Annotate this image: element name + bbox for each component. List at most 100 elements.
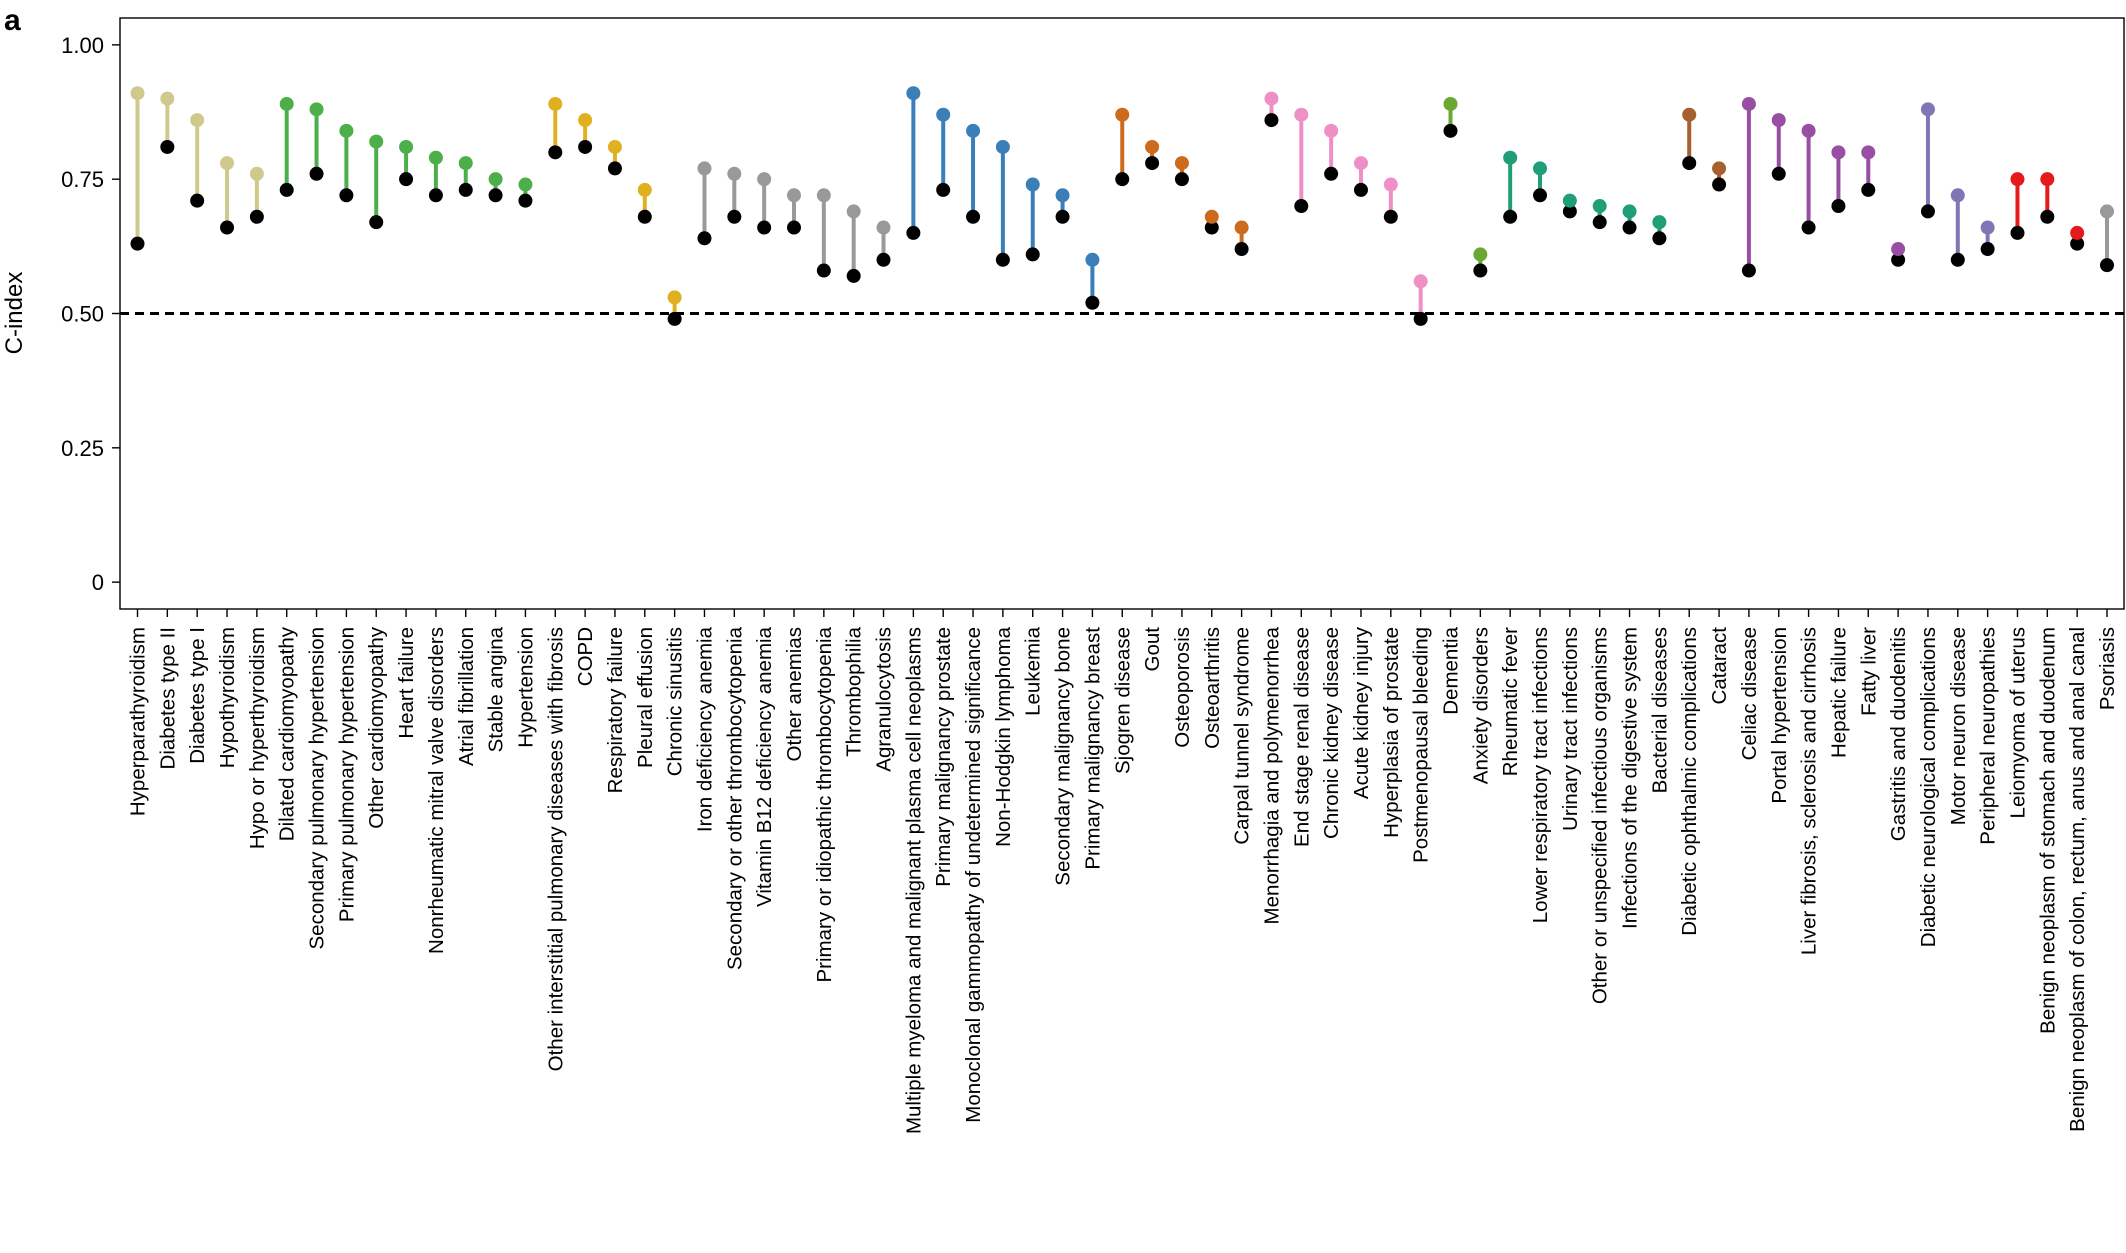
model-point [1234,220,1249,235]
model-point [399,139,414,154]
baseline-point [160,139,175,154]
x-tick-label: Fatty liver [1857,627,1880,716]
baseline-point [488,188,503,203]
x-tick-label: Leiomyoma of uterus [2006,627,2029,818]
model-point [2010,172,2025,187]
dumbbell-7 [309,102,324,181]
dumbbell-10 [399,139,414,187]
x-tick-label: Monoclonal gammopathy of undetermined si… [962,627,985,1123]
dumbbell-26 [876,220,891,267]
x-tick-label: Thrombophilia [843,626,866,756]
x-tick-label: Lower respiratory tract infections [1529,627,1552,923]
dumbbell-5 [249,166,264,224]
dumbbell-54 [1712,161,1727,192]
x-tick-label: Leukemia [1022,626,1045,715]
baseline-point [2040,209,2055,224]
y-tick-label: 1.00 [61,33,104,58]
model-point [816,188,831,203]
dumbbell-37 [1204,209,1219,235]
baseline-point [966,209,981,224]
x-tick-label: Diabetes type I [186,627,209,764]
dumbbell-63 [1980,220,1995,257]
x-tick-label: Dilated cardiomyopathy [276,626,299,841]
model-point [1920,102,1935,117]
model-point [1712,161,1727,176]
baseline-point [428,188,443,203]
y-tick-label: 0 [92,570,104,595]
x-tick-label: Primary malignancy prostate [932,627,955,887]
dumbbell-67 [2100,204,2114,273]
x-tick-label: End stage renal disease [1290,627,1313,847]
baseline-point [757,220,772,235]
x-tick-label: Hepatic failure [1827,627,1850,758]
dumbbell-48 [1533,161,1548,203]
model-point [488,172,503,187]
baseline-point [1115,172,1130,187]
x-tick-label: Chronic sinusitis [664,627,687,776]
x-tick-label: Psoriasis [2096,627,2119,710]
model-point [1592,199,1607,214]
x-tick-label: Other or unspecified infectious organism… [1589,627,1612,1004]
baseline-point [1682,156,1697,171]
x-tick-label: Osteoporosis [1171,627,1194,748]
x-tick-label: Primary pulmonary hypertension [335,627,358,922]
dumbbell-64 [2010,172,2025,240]
model-point [1294,107,1309,122]
dumbbell-50 [1592,199,1607,230]
baseline-point [1831,199,1846,214]
dumbbell-6 [279,96,294,197]
dumbbell-23 [787,188,801,235]
dumbbell-41 [1324,123,1339,181]
x-tick-label: Agranulocytosis [873,627,896,772]
model-point [697,161,712,176]
dumbbell-55 [1741,96,1756,278]
baseline-point [1503,209,1518,224]
dumbbell-3 [190,113,205,208]
y-tick-label: 0.75 [61,167,104,192]
baseline-point [1085,295,1100,310]
x-tick-label: Osteoarthritis [1201,627,1224,749]
baseline-point [1204,220,1219,235]
x-tick-label: Cataract [1708,627,1731,705]
model-point [1682,107,1697,122]
model-point [906,86,921,101]
baseline-point [1174,172,1189,187]
dumbbell-59 [1861,145,1876,197]
baseline-point [1145,156,1160,171]
baseline-point [548,145,563,160]
x-tick-label: Multiple myeloma and malignant plasma ce… [902,627,925,1134]
x-tick-label: Pleural effusion [634,627,657,768]
model-point [1174,156,1189,171]
x-axis: Hyperparathyroidism Diabetes type II Diabe… [127,609,2119,1134]
dumbbell-57 [1801,123,1816,235]
baseline-point [607,161,622,176]
dumbbell-9 [369,134,384,230]
baseline-point [1234,242,1249,257]
dumbbell-22 [757,172,772,235]
dumbbell-58 [1831,145,1846,214]
baseline-point [1533,188,1548,203]
x-tick-label: Diabetic neurological complications [1917,627,1940,947]
model-point [1622,204,1637,219]
x-tick-label: Infections of the digestive system [1619,627,1642,929]
model-point [607,139,622,154]
baseline-point [846,268,861,283]
model-point [2100,204,2114,219]
x-tick-label: Gastritis and duodenitis [1887,627,1910,841]
x-tick-label: Portal hypertension [1768,627,1791,804]
model-point [578,113,593,128]
baseline-point [1324,166,1339,181]
x-tick-label: Primary or idiopathic thrombocytopenia [813,626,836,982]
x-tick-label: Hypothyroidism [216,627,239,768]
baseline-point [1712,177,1727,192]
baseline-point [2010,225,2025,240]
baseline-point [1353,182,1368,197]
dumbbell-52 [1652,215,1667,246]
x-tick-label: Vitamin B12 deficiency anemia [753,626,776,907]
x-tick-label: Stable angina [485,626,508,752]
x-tick-label: Acute kidney injury [1350,626,1373,799]
model-point [428,150,443,165]
baseline-point [1473,263,1488,278]
model-point [160,91,175,106]
baseline-point [130,236,145,251]
